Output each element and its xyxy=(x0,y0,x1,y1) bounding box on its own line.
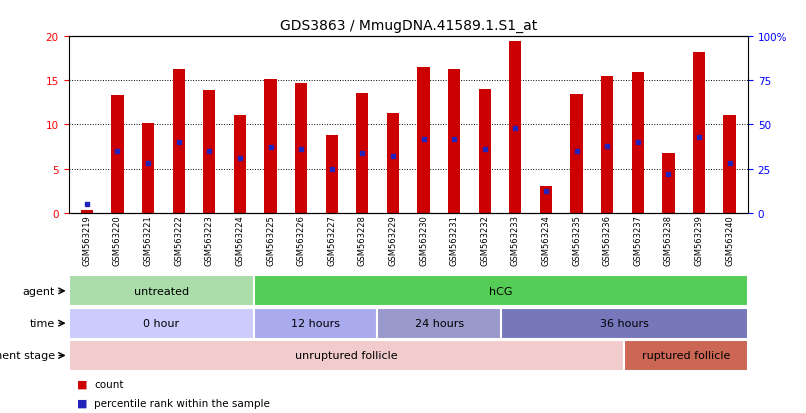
Text: time: time xyxy=(30,318,55,328)
Bar xyxy=(448,70,460,213)
Text: unruptured follicle: unruptured follicle xyxy=(295,351,398,361)
Bar xyxy=(69,340,625,371)
Text: 0 hour: 0 hour xyxy=(143,318,179,328)
Bar xyxy=(632,73,644,213)
Bar xyxy=(540,187,552,213)
Bar xyxy=(69,308,254,339)
Text: ■: ■ xyxy=(77,398,87,408)
Bar xyxy=(625,340,748,371)
Bar xyxy=(509,42,521,213)
Bar xyxy=(172,70,185,213)
Bar xyxy=(601,77,613,213)
Text: agent: agent xyxy=(23,286,55,296)
Text: percentile rank within the sample: percentile rank within the sample xyxy=(94,398,270,408)
Bar xyxy=(254,276,748,306)
Bar xyxy=(142,123,154,213)
Text: count: count xyxy=(94,379,124,389)
Bar xyxy=(234,116,246,213)
Text: 36 hours: 36 hours xyxy=(600,318,649,328)
Bar xyxy=(571,94,583,213)
Bar xyxy=(387,114,399,213)
Bar xyxy=(356,93,368,213)
Bar xyxy=(203,91,215,213)
Bar xyxy=(326,136,338,213)
Bar xyxy=(663,153,675,213)
Text: ruptured follicle: ruptured follicle xyxy=(642,351,730,361)
Bar xyxy=(295,84,307,213)
Text: untreated: untreated xyxy=(134,286,189,296)
Bar xyxy=(81,211,93,213)
Bar xyxy=(724,116,736,213)
Text: hCG: hCG xyxy=(489,286,513,296)
Bar xyxy=(111,96,123,213)
Text: 24 hours: 24 hours xyxy=(414,318,463,328)
Text: development stage: development stage xyxy=(0,351,55,361)
Bar xyxy=(377,308,501,339)
Bar xyxy=(254,308,377,339)
Bar xyxy=(69,276,254,306)
Bar xyxy=(418,68,430,213)
Bar xyxy=(264,80,276,213)
Text: ■: ■ xyxy=(77,379,87,389)
Title: GDS3863 / MmugDNA.41589.1.S1_at: GDS3863 / MmugDNA.41589.1.S1_at xyxy=(280,19,537,33)
Bar xyxy=(693,53,705,213)
Bar xyxy=(501,308,748,339)
Text: 12 hours: 12 hours xyxy=(291,318,340,328)
Bar xyxy=(479,90,491,213)
